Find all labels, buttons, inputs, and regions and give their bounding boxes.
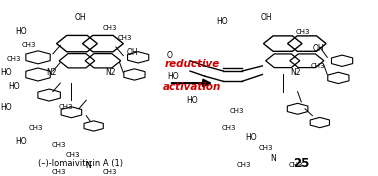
Text: OH: OH xyxy=(127,48,138,57)
Text: CH3: CH3 xyxy=(59,104,73,110)
Text: N: N xyxy=(85,161,91,170)
Text: CH3: CH3 xyxy=(237,162,251,168)
Text: CH3: CH3 xyxy=(296,29,310,35)
Text: CH3: CH3 xyxy=(7,56,21,62)
Text: O: O xyxy=(167,51,173,60)
Text: HO: HO xyxy=(1,68,12,77)
Text: OH: OH xyxy=(260,13,272,22)
Text: HO: HO xyxy=(1,103,12,112)
Text: OH: OH xyxy=(312,44,324,53)
Text: activation: activation xyxy=(163,81,221,92)
Text: CH3: CH3 xyxy=(222,125,236,131)
Text: CH3: CH3 xyxy=(103,25,118,31)
Text: CH3: CH3 xyxy=(51,142,66,148)
Text: CH3: CH3 xyxy=(103,169,118,175)
Text: CH3: CH3 xyxy=(288,162,303,168)
Text: CH3: CH3 xyxy=(22,42,36,48)
Text: HO: HO xyxy=(186,96,198,105)
Text: N: N xyxy=(271,154,276,163)
Text: CH3: CH3 xyxy=(229,108,244,114)
Text: CH3: CH3 xyxy=(118,35,132,42)
Text: HO: HO xyxy=(167,72,179,81)
Text: (–)-lomaiviticin A (1): (–)-lomaiviticin A (1) xyxy=(38,159,123,168)
Text: N2: N2 xyxy=(46,68,56,77)
Text: 25: 25 xyxy=(293,157,310,170)
Text: reductive: reductive xyxy=(164,59,220,69)
Text: N2: N2 xyxy=(290,68,301,77)
Text: CH3: CH3 xyxy=(29,125,43,131)
Text: CH3: CH3 xyxy=(66,152,81,158)
Text: HO: HO xyxy=(245,133,257,143)
Text: N2: N2 xyxy=(105,68,116,77)
Text: HO: HO xyxy=(8,82,20,91)
Text: CH3: CH3 xyxy=(311,63,325,69)
Text: CH3: CH3 xyxy=(51,169,66,175)
Text: HO: HO xyxy=(15,27,27,36)
Text: HO: HO xyxy=(216,17,228,26)
Text: CH3: CH3 xyxy=(259,145,273,151)
Text: HO: HO xyxy=(15,137,27,146)
Text: OH: OH xyxy=(75,13,87,22)
